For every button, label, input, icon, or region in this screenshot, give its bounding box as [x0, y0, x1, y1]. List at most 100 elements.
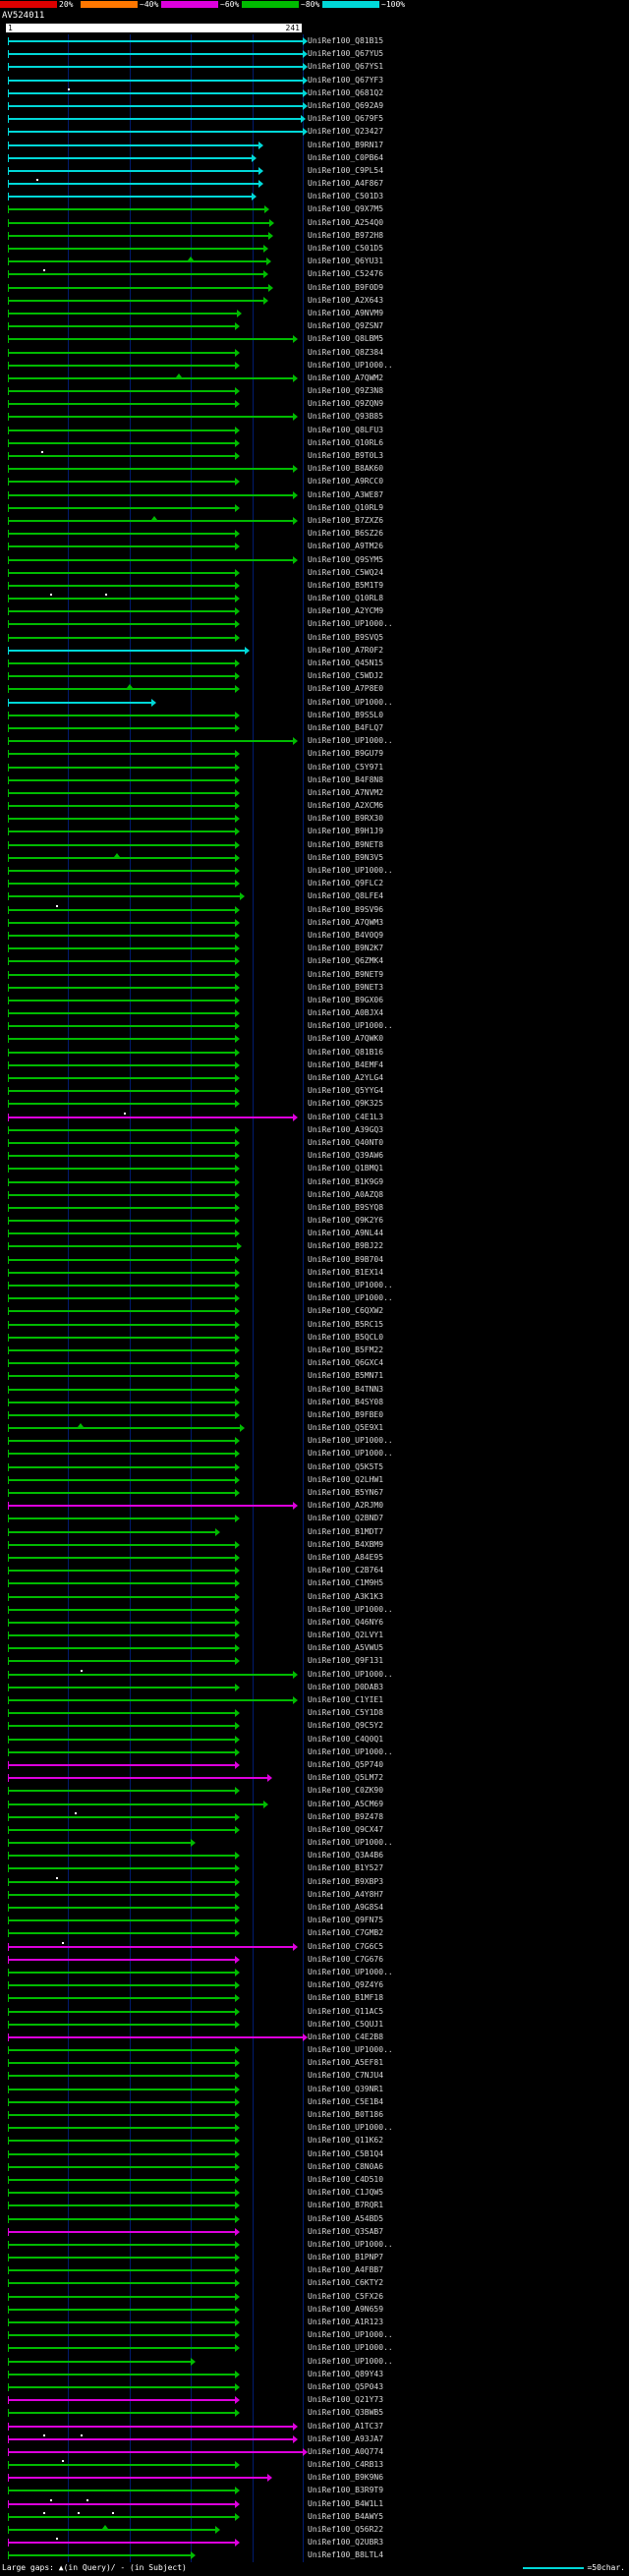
alignment-bar[interactable]	[8, 1855, 236, 1858]
alignment-bar[interactable]	[8, 1517, 236, 1520]
alignment-bar[interactable]	[8, 416, 293, 419]
alignment-bar[interactable]	[8, 1712, 236, 1715]
alignment-bar[interactable]	[8, 1388, 236, 1391]
alignment-bar[interactable]	[8, 299, 263, 302]
alignment-bar[interactable]	[8, 2502, 236, 2505]
alignment-bar[interactable]	[8, 376, 293, 379]
alignment-bar[interactable]	[8, 1427, 241, 1430]
alignment-bar[interactable]	[8, 1543, 236, 1546]
alignment-bar[interactable]	[8, 1401, 236, 1403]
alignment-bar[interactable]	[8, 766, 236, 769]
alignment-bar[interactable]	[8, 2373, 236, 2376]
alignment-bar[interactable]	[8, 2192, 236, 2195]
alignment-bar[interactable]	[8, 2257, 236, 2260]
alignment-bar[interactable]	[8, 2542, 236, 2545]
alignment-bar[interactable]	[8, 778, 236, 781]
alignment-bar[interactable]	[8, 2399, 236, 2402]
alignment-bar[interactable]	[8, 2385, 236, 2388]
alignment-bar[interactable]	[8, 2334, 236, 2337]
alignment-bar[interactable]	[8, 571, 236, 574]
alignment-bar[interactable]	[8, 79, 303, 82]
alignment-bar[interactable]	[8, 1556, 236, 1559]
alignment-bar[interactable]	[8, 1815, 236, 1818]
alignment-bar[interactable]	[8, 1025, 236, 1028]
alignment-bar[interactable]	[8, 1310, 236, 1313]
alignment-bar[interactable]	[8, 2282, 236, 2285]
alignment-bar[interactable]	[8, 2269, 236, 2272]
alignment-bar[interactable]	[8, 986, 236, 989]
alignment-bar[interactable]	[8, 208, 265, 211]
alignment-bar[interactable]	[8, 325, 236, 328]
alignment-bar[interactable]	[8, 143, 258, 146]
alignment-bar[interactable]	[8, 2243, 236, 2246]
alignment-bar[interactable]	[8, 1932, 236, 1935]
alignment-bar[interactable]	[8, 1492, 236, 1494]
alignment-bar[interactable]	[8, 1271, 236, 1274]
alignment-bar[interactable]	[8, 598, 236, 601]
alignment-bar[interactable]	[8, 429, 236, 431]
alignment-bar[interactable]	[8, 338, 293, 341]
alignment-bar[interactable]	[8, 1440, 236, 1443]
alignment-bar[interactable]	[8, 999, 236, 1002]
alignment-bar[interactable]	[8, 649, 246, 652]
alignment-bar[interactable]	[8, 2127, 236, 2130]
alignment-bar[interactable]	[8, 1478, 236, 1481]
alignment-bar[interactable]	[8, 169, 258, 172]
alignment-bar[interactable]	[8, 273, 263, 276]
alignment-bar[interactable]	[8, 584, 236, 587]
alignment-bar[interactable]	[8, 1608, 236, 1611]
alignment-bar[interactable]	[8, 1103, 236, 1106]
alignment-bar[interactable]	[8, 1803, 263, 1805]
alignment-bar[interactable]	[8, 221, 270, 224]
alignment-bar[interactable]	[8, 1842, 192, 1845]
alignment-bar[interactable]	[8, 662, 236, 664]
alignment-bar[interactable]	[8, 2178, 236, 2181]
alignment-bar[interactable]	[8, 740, 293, 743]
alignment-bar[interactable]	[8, 364, 236, 367]
alignment-bar[interactable]	[8, 1958, 236, 1961]
alignment-bar[interactable]	[8, 248, 263, 250]
alignment-bar[interactable]	[8, 2490, 236, 2492]
alignment-bar[interactable]	[8, 2100, 236, 2103]
alignment-bar[interactable]	[8, 1530, 216, 1533]
alignment-bar[interactable]	[8, 1582, 236, 1585]
alignment-bar[interactable]	[8, 468, 293, 471]
alignment-bar[interactable]	[8, 1777, 267, 1780]
alignment-bar[interactable]	[8, 40, 303, 42]
alignment-bar[interactable]	[8, 1660, 236, 1663]
alignment-bar[interactable]	[8, 558, 293, 561]
alignment-bar[interactable]	[8, 1595, 236, 1598]
alignment-bar[interactable]	[8, 2554, 192, 2557]
alignment-bar[interactable]	[8, 675, 236, 678]
alignment-bar[interactable]	[8, 2450, 303, 2453]
alignment-bar[interactable]	[8, 1141, 236, 1144]
alignment-bar[interactable]	[8, 260, 266, 263]
alignment-bar[interactable]	[8, 1919, 236, 1922]
alignment-bar[interactable]	[8, 636, 236, 639]
alignment-bar[interactable]	[8, 726, 236, 729]
alignment-bar[interactable]	[8, 493, 293, 496]
alignment-bar[interactable]	[8, 1348, 236, 1351]
alignment-bar[interactable]	[8, 2152, 236, 2155]
alignment-bar[interactable]	[8, 1984, 236, 1987]
alignment-bar[interactable]	[8, 1893, 236, 1896]
alignment-bar[interactable]	[8, 2114, 236, 2116]
alignment-bar[interactable]	[8, 688, 236, 691]
alignment-bar[interactable]	[8, 403, 236, 406]
alignment-bar[interactable]	[8, 1673, 293, 1676]
alignment-bar[interactable]	[8, 2464, 236, 2467]
alignment-bar[interactable]	[8, 53, 303, 56]
alignment-bar[interactable]	[8, 1634, 236, 1637]
alignment-bar[interactable]	[8, 1297, 236, 1300]
alignment-bar[interactable]	[8, 2412, 236, 2415]
alignment-bar[interactable]	[8, 2035, 303, 2038]
alignment-bar[interactable]	[8, 2321, 236, 2323]
alignment-bar[interactable]	[8, 1465, 236, 1468]
alignment-bar[interactable]	[8, 1375, 236, 1378]
alignment-bar[interactable]	[8, 856, 236, 859]
alignment-bar[interactable]	[8, 1621, 236, 1624]
alignment-bar[interactable]	[8, 1997, 236, 2000]
alignment-bar[interactable]	[8, 2515, 236, 2518]
alignment-bar[interactable]	[8, 1206, 236, 1209]
alignment-bar[interactable]	[8, 623, 236, 626]
